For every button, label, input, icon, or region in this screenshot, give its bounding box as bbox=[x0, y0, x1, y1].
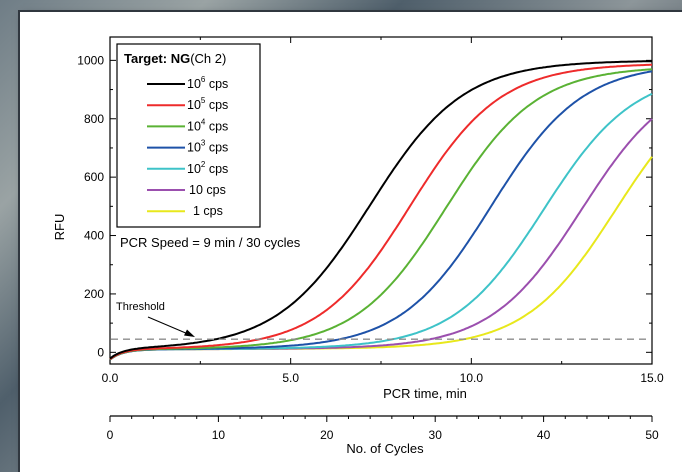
cycles-tick-label: 20 bbox=[320, 428, 334, 442]
amplification-curve bbox=[109, 68, 653, 361]
x-axis-label: PCR time, min bbox=[383, 386, 467, 401]
amplification-curve bbox=[109, 63, 652, 361]
threshold-arrow-head bbox=[184, 329, 195, 337]
y-tick-label: 0 bbox=[97, 345, 104, 359]
y-tick-label: 600 bbox=[84, 170, 104, 184]
y-tick-label: 400 bbox=[84, 229, 104, 243]
y-axis-label: RFU bbox=[52, 214, 67, 241]
axes-layer: 0 200 400 600 800 1000 0.0 5.0 10.0 15.0 0 10 20 30 40… bbox=[77, 36, 664, 442]
x-tick-label: 0.0 bbox=[102, 371, 119, 385]
legend-entry: 105 cps bbox=[187, 96, 228, 112]
cycles-tick-label: 0 bbox=[107, 428, 114, 442]
x-tick-label: 15.0 bbox=[640, 371, 664, 385]
x-tick-label: 10.0 bbox=[460, 371, 484, 385]
cycles-tick-label: 50 bbox=[645, 428, 659, 442]
y-tick-label: 1000 bbox=[77, 53, 104, 67]
x-tick-label: 5.0 bbox=[282, 371, 299, 385]
cycles-axis-label: No. of Cycles bbox=[346, 441, 424, 456]
legend-entry: 106 cps bbox=[187, 75, 228, 91]
legend-title: Target: NG(Ch 2) bbox=[124, 51, 226, 66]
pcr-speed-annotation: PCR Speed = 9 min / 30 cycles bbox=[120, 235, 301, 250]
legend-layer: Target: NG(Ch 2) 106 cps 105 cps 104 cps 103… bbox=[116, 43, 261, 228]
legend-entry: 102 cps bbox=[187, 160, 228, 176]
cycles-tick-label: 30 bbox=[429, 428, 443, 442]
threshold-layer: Threshold bbox=[111, 301, 651, 340]
cycles-tick-label: 40 bbox=[537, 428, 551, 442]
cycles-tick-label: 10 bbox=[212, 428, 226, 442]
y-tick-label: 200 bbox=[84, 287, 104, 301]
qpcr-amplification-chart: 0 200 400 600 800 1000 0.0 5.0 10.0 15.0 0 10 20 30 40… bbox=[52, 36, 664, 456]
legend-box bbox=[116, 43, 261, 228]
threshold-label: Threshold bbox=[116, 301, 165, 313]
legend-entry: 103 cps bbox=[187, 139, 228, 155]
y-tick-label: 800 bbox=[84, 112, 104, 126]
amplification-curve bbox=[109, 60, 652, 360]
legend-entry: 10 cps bbox=[189, 183, 226, 197]
chart-panel: 0 200 400 600 800 1000 0.0 5.0 10.0 15.0 0 10 20 30 40… bbox=[20, 12, 682, 472]
curves-layer bbox=[109, 60, 653, 361]
legend-entry: 1 cps bbox=[193, 204, 223, 218]
threshold-arrow-line bbox=[147, 316, 189, 335]
legend-entry: 104 cps bbox=[187, 117, 228, 133]
